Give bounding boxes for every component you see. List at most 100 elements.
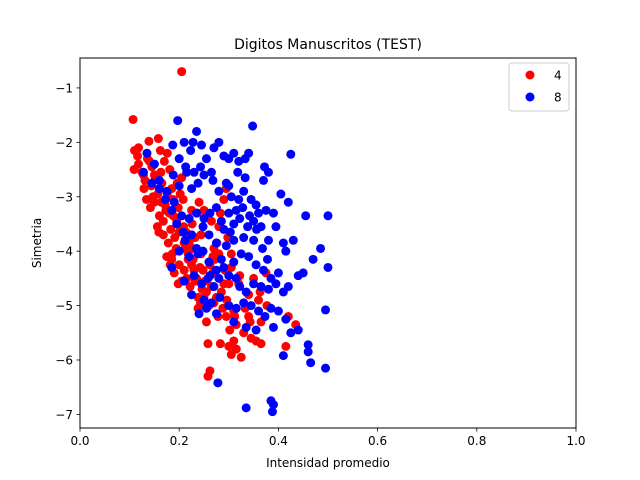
data-point: [184, 214, 194, 224]
data-point: [254, 295, 264, 305]
data-point: [323, 262, 333, 272]
data-point: [204, 257, 214, 267]
y-tick-label: −3: [55, 190, 73, 204]
data-point: [263, 284, 273, 294]
data-point: [286, 149, 296, 159]
data-point: [209, 282, 219, 292]
data-point: [158, 216, 168, 226]
x-tick-label: 0.6: [368, 434, 387, 448]
data-point: [160, 194, 170, 204]
y-axis: −1 −2 −3 −4 −5 −6 −7: [55, 81, 80, 422]
data-point: [256, 339, 266, 349]
data-point: [263, 167, 273, 177]
data-point: [208, 175, 218, 185]
data-point: [194, 309, 204, 319]
x-tick-label: 1.0: [566, 434, 585, 448]
data-point: [174, 260, 184, 270]
data-point: [229, 219, 239, 229]
y-axis-label: Simetria: [30, 218, 44, 268]
data-point: [303, 340, 313, 350]
data-point: [214, 137, 224, 147]
data-point: [168, 170, 178, 180]
data-point: [256, 282, 266, 292]
data-point: [215, 292, 225, 302]
data-point: [229, 317, 239, 327]
data-point: [259, 265, 269, 275]
data-point: [174, 246, 184, 256]
data-point: [189, 271, 199, 281]
data-point: [203, 339, 213, 349]
data-point: [244, 252, 254, 262]
data-point: [158, 230, 168, 240]
data-point: [281, 314, 291, 324]
data-point: [205, 208, 215, 218]
series-8-points: [138, 116, 333, 417]
data-point: [154, 184, 164, 194]
data-point: [263, 235, 273, 245]
data-point: [273, 268, 283, 278]
data-point: [231, 303, 241, 313]
data-point: [267, 407, 277, 417]
data-point: [219, 194, 229, 204]
data-point: [196, 162, 206, 172]
data-point: [281, 341, 291, 351]
x-axis-label: Intensidad promedio: [266, 456, 390, 470]
data-point: [194, 197, 204, 207]
data-point: [149, 159, 159, 169]
data-point: [268, 322, 278, 332]
data-point: [271, 279, 281, 289]
data-point: [308, 254, 318, 264]
data-point: [168, 140, 178, 150]
data-point: [162, 186, 172, 196]
data-point: [199, 295, 209, 305]
data-point: [231, 344, 241, 354]
y-tick-label: −7: [55, 408, 73, 422]
data-point: [195, 262, 205, 272]
data-point: [239, 233, 249, 243]
y-tick-label: −4: [55, 245, 73, 259]
data-point: [184, 252, 194, 262]
data-point: [187, 290, 197, 300]
data-point: [163, 238, 173, 248]
data-point: [225, 325, 235, 335]
legend-marker-8: [525, 92, 535, 102]
data-point: [211, 238, 221, 248]
data-point: [321, 305, 331, 315]
data-point: [249, 235, 259, 245]
data-point: [252, 224, 262, 234]
data-point: [281, 246, 291, 256]
data-point: [236, 249, 246, 259]
data-point: [244, 148, 254, 158]
data-point: [198, 222, 208, 232]
chart-title: Digitos Manuscritos (TEST): [234, 37, 422, 53]
data-point: [173, 116, 183, 126]
data-point: [283, 197, 293, 207]
data-point: [233, 167, 243, 177]
data-point: [224, 181, 234, 191]
data-point: [174, 181, 184, 191]
data-point: [278, 238, 288, 248]
data-point: [188, 137, 198, 147]
data-point: [181, 162, 191, 172]
data-point: [301, 211, 311, 221]
data-point: [260, 311, 270, 321]
data-point: [198, 246, 208, 256]
data-point: [177, 211, 187, 221]
data-point: [240, 173, 250, 183]
data-point: [276, 189, 286, 199]
data-point: [306, 358, 316, 368]
data-point: [144, 136, 154, 146]
data-point: [142, 148, 152, 158]
data-point: [179, 276, 189, 286]
data-point: [224, 271, 234, 281]
y-tick-label: −5: [55, 299, 73, 313]
x-axis: 0.0 0.2 0.4 0.6 0.8 1.0: [70, 428, 586, 448]
data-point: [224, 208, 234, 218]
data-point: [268, 400, 278, 410]
data-point: [128, 114, 138, 124]
data-point: [298, 268, 308, 278]
data-point: [192, 126, 202, 136]
data-point: [229, 235, 239, 245]
data-point: [216, 254, 226, 264]
